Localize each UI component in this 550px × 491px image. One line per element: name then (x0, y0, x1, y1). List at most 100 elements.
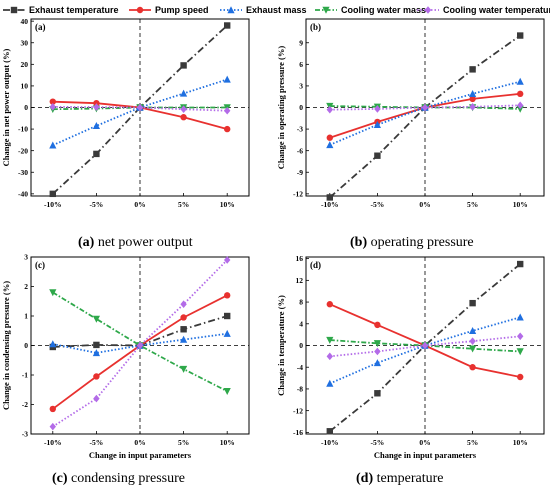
panel-letter: (a) (35, 22, 46, 32)
data-point (93, 150, 100, 158)
data-point (516, 313, 524, 321)
data-point (517, 90, 524, 98)
legend-marker (322, 6, 330, 14)
chart-panel: -12 -9 -6 -3 0 3 6 9 -10% -5% 0% 5% 10% (b) Change in … (276, 18, 545, 250)
legend-label: Cooling water temperature (443, 5, 550, 15)
data-point (421, 103, 429, 112)
y-tick-label: -10 (18, 125, 28, 134)
x-tick-label: -10% (321, 200, 339, 209)
data-point (469, 95, 476, 103)
data-point (373, 359, 381, 367)
data-point (326, 141, 334, 149)
data-point (224, 125, 231, 133)
data-point (49, 103, 56, 111)
y-tick-label: -16 (293, 428, 303, 437)
x-tick-label: 0% (419, 200, 430, 209)
data-point (49, 422, 56, 431)
y-tick-label: 6 (299, 60, 303, 69)
chart-panel: -16 -12 -8 -4 0 4 8 12 16 -10% -5% 0% 5% 10% (d) Change… (276, 254, 545, 486)
legend-marker (424, 6, 432, 14)
x-tick-label: 0% (134, 438, 145, 447)
y-tick-label: -9 (297, 168, 303, 177)
x-tick-label: 0% (419, 438, 430, 447)
data-point (517, 332, 524, 341)
legend-item: Cooling water temperature (417, 5, 550, 15)
x-tick-label: -10% (44, 200, 62, 209)
caption-text: net power output (94, 235, 192, 250)
y-tick-label: -12 (293, 189, 303, 198)
data-point (224, 22, 231, 29)
y-axis-label: Change in net power output (%) (1, 48, 11, 166)
x-tick-label: 10% (513, 438, 528, 447)
data-point (49, 340, 57, 348)
data-point (136, 103, 144, 112)
panel-caption: (c) condensing pressure (52, 471, 185, 486)
y-tick-label: -4 (297, 363, 303, 372)
y-tick-label: 16 (296, 254, 304, 263)
legend-marker (136, 6, 144, 14)
data-point (180, 105, 187, 114)
data-point (373, 120, 381, 128)
data-point (224, 256, 231, 264)
y-tick-label: -20 (18, 146, 28, 155)
data-point (469, 327, 477, 335)
data-point (180, 314, 187, 321)
caption-letter: (c) (52, 471, 68, 486)
caption-letter: (d) (356, 471, 373, 486)
data-point (326, 134, 333, 141)
data-point (224, 312, 231, 320)
data-point (223, 329, 231, 337)
data-point (93, 373, 100, 380)
y-tick-label: -3 (22, 430, 28, 439)
data-point (49, 289, 57, 297)
data-point (516, 77, 524, 85)
x-tick-label: -5% (371, 438, 385, 447)
data-point (469, 66, 476, 73)
chart-panel: -40 -30 -20 -10 0 10 20 30 40 -10% -5% 0% 5% 10% (a) Ch… (1, 17, 250, 250)
data-point (326, 352, 333, 361)
data-point (49, 98, 56, 105)
data-point (374, 152, 381, 159)
x-axis-label: Change in input parameters (89, 450, 192, 460)
data-point (93, 341, 100, 349)
x-tick-label: -10% (321, 438, 339, 447)
y-tick-label: 9 (299, 38, 303, 47)
y-tick-label: 3 (24, 253, 28, 262)
y-tick-label: 1 (24, 312, 28, 321)
x-tick-label: -5% (90, 200, 104, 209)
legend-label: Exhaust mass (246, 5, 307, 15)
panel-caption: (d) temperature (356, 471, 443, 486)
panel-caption: (a) net power output (78, 235, 193, 250)
data-point (469, 337, 476, 345)
data-point (374, 390, 381, 397)
data-point (180, 89, 188, 97)
data-point (421, 341, 429, 350)
data-point (180, 335, 188, 343)
data-point (180, 365, 188, 373)
legend-item: Exhaust temperature (3, 5, 119, 15)
data-point (180, 114, 187, 121)
caption-letter: (a) (78, 235, 95, 250)
legend: Exhaust temperature Pump speed Exhaust mas… (3, 5, 550, 15)
y-tick-label: -1 (22, 371, 28, 380)
data-point (136, 341, 144, 350)
legend-item: Pump speed (129, 5, 209, 15)
y-tick-label: 40 (21, 17, 29, 26)
series (326, 332, 524, 361)
data-point (469, 102, 476, 111)
data-point (517, 101, 524, 110)
data-point (374, 321, 381, 329)
data-point (516, 105, 524, 113)
chart-panel: -3 -2 -1 0 1 2 3 -10% -5% 0% 5% 10% (c) Change in con… (1, 253, 250, 486)
data-point (49, 141, 57, 149)
y-tick-label: 30 (21, 38, 29, 47)
caption-text: operating pressure (367, 235, 474, 250)
data-point (180, 326, 187, 333)
y-tick-label: -12 (293, 406, 303, 415)
data-point (517, 260, 524, 268)
panel-letter: (d) (310, 260, 321, 270)
data-point (93, 103, 100, 111)
data-point (223, 75, 231, 83)
x-tick-label: 5% (467, 200, 478, 209)
